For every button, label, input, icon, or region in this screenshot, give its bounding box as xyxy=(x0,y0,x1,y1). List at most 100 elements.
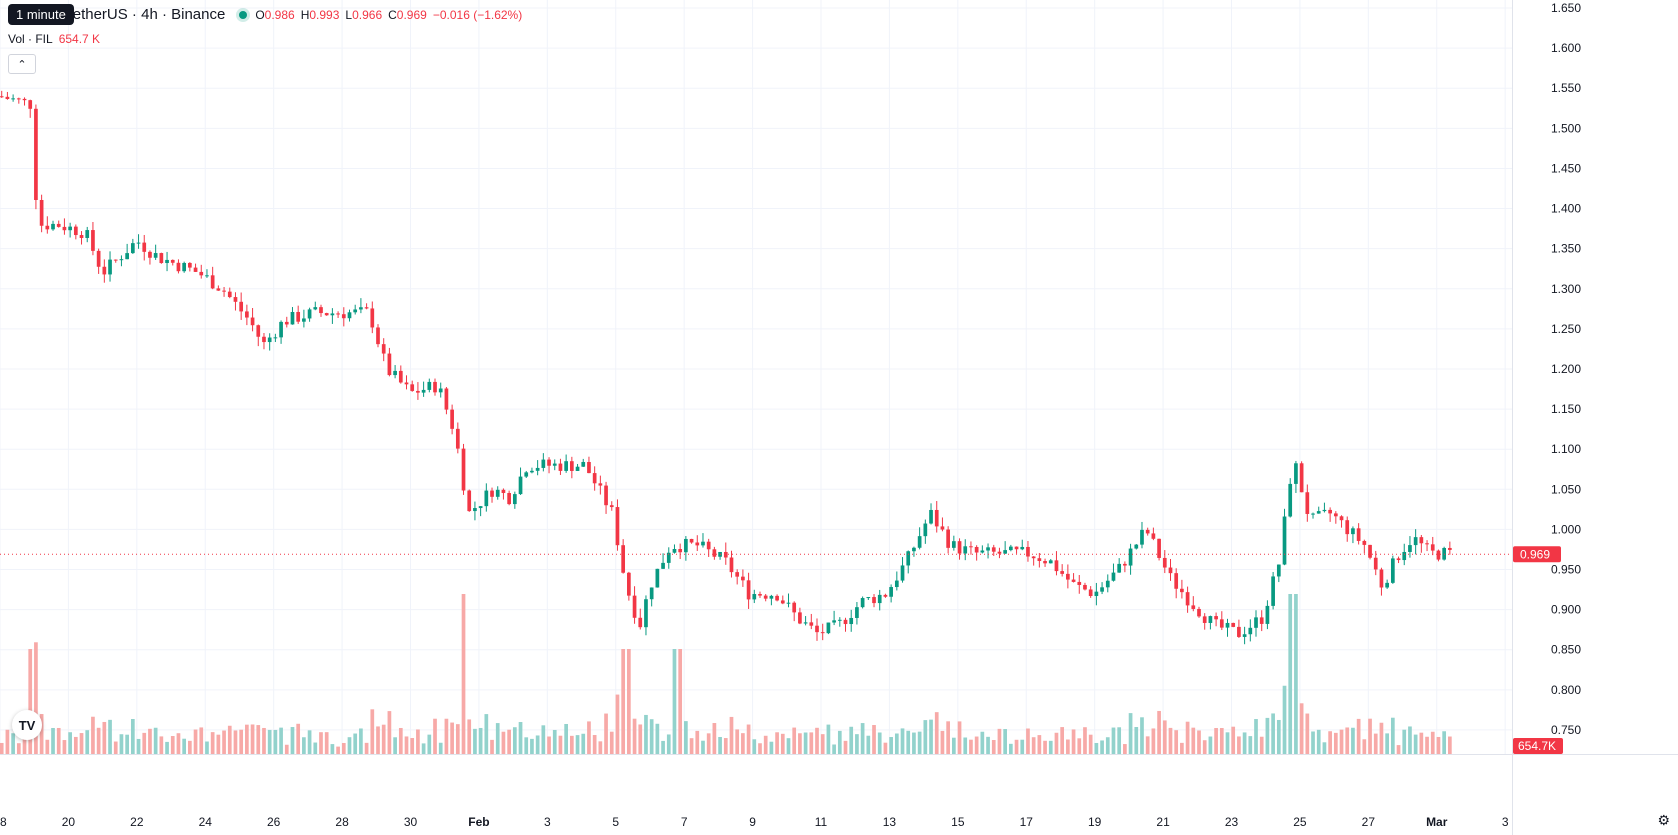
candle-body[interactable] xyxy=(980,550,985,553)
candle-body[interactable] xyxy=(438,388,443,393)
candle-body[interactable] xyxy=(621,545,626,573)
candle-body[interactable] xyxy=(1009,546,1013,551)
candle-body[interactable] xyxy=(923,523,928,537)
candle-body[interactable] xyxy=(1408,545,1412,552)
market-status-icon[interactable] xyxy=(239,10,248,19)
candle-body[interactable] xyxy=(319,307,323,314)
candle-body[interactable] xyxy=(706,541,711,550)
candle-body[interactable] xyxy=(341,314,346,319)
candle-body[interactable] xyxy=(1373,557,1378,570)
candle-body[interactable] xyxy=(940,526,945,530)
candle-body[interactable] xyxy=(604,485,608,506)
candle-body[interactable] xyxy=(934,509,939,527)
candle-body[interactable] xyxy=(267,337,272,343)
candle-body[interactable] xyxy=(336,313,340,315)
candle-body[interactable] xyxy=(455,428,460,449)
candle-body[interactable] xyxy=(1060,571,1065,574)
candle-body[interactable] xyxy=(872,597,876,604)
collapse-legend-button[interactable]: ⌃ xyxy=(8,54,36,74)
candle-body[interactable] xyxy=(1368,544,1372,558)
candle-body[interactable] xyxy=(974,546,979,553)
candle-body[interactable] xyxy=(130,243,135,254)
candle-body[interactable] xyxy=(1202,616,1207,623)
candle-body[interactable] xyxy=(723,551,728,558)
candle-body[interactable] xyxy=(1054,560,1059,572)
candle-body[interactable] xyxy=(609,505,614,508)
candle-body[interactable] xyxy=(877,594,882,604)
candle-body[interactable] xyxy=(473,508,477,512)
candle-body[interactable] xyxy=(393,370,397,376)
candle-body[interactable] xyxy=(1294,463,1298,484)
candle-body[interactable] xyxy=(222,290,226,292)
candle-body[interactable] xyxy=(752,594,757,600)
candle-body[interactable] xyxy=(1134,544,1139,549)
candle-body[interactable] xyxy=(701,541,705,546)
candle-body[interactable] xyxy=(1208,616,1213,623)
candle-body[interactable] xyxy=(592,473,597,484)
volume-legend[interactable]: Vol · FIL 654.7 K xyxy=(8,32,100,46)
candle-body[interactable] xyxy=(1214,616,1218,620)
candle-body[interactable] xyxy=(1066,573,1070,580)
candle-body[interactable] xyxy=(507,492,511,505)
candle-body[interactable] xyxy=(188,262,192,268)
candle-body[interactable] xyxy=(113,259,118,261)
candle-body[interactable] xyxy=(666,552,671,563)
candle-body[interactable] xyxy=(85,230,90,238)
candle-body[interactable] xyxy=(849,617,854,625)
candle-body[interactable] xyxy=(1180,588,1184,593)
candle-body[interactable] xyxy=(410,384,415,391)
candle-body[interactable] xyxy=(1020,546,1025,550)
candle-body[interactable] xyxy=(1219,619,1224,628)
candle-body[interactable] xyxy=(1145,529,1150,534)
candle-body[interactable] xyxy=(1128,548,1133,566)
candle-body[interactable] xyxy=(1077,581,1082,585)
candle-body[interactable] xyxy=(176,262,181,272)
candle-body[interactable] xyxy=(148,251,152,258)
candle-body[interactable] xyxy=(1094,591,1099,597)
candle-body[interactable] xyxy=(991,547,996,552)
candle-body[interactable] xyxy=(108,259,112,275)
candle-body[interactable] xyxy=(404,382,409,385)
candle-body[interactable] xyxy=(22,98,27,101)
candle-body[interactable] xyxy=(1333,513,1338,517)
candle-body[interactable] xyxy=(1299,463,1304,493)
candle-body[interactable] xyxy=(1185,592,1190,606)
candle-body[interactable] xyxy=(387,353,392,376)
candle-body[interactable] xyxy=(581,461,586,467)
candle-body[interactable] xyxy=(530,470,534,473)
candle-body[interactable] xyxy=(444,388,449,410)
candle-body[interactable] xyxy=(142,242,147,252)
candle-body[interactable] xyxy=(284,321,289,325)
candle-body[interactable] xyxy=(5,96,10,100)
candle-body[interactable] xyxy=(1316,511,1321,514)
candle-body[interactable] xyxy=(1282,516,1287,565)
candle-body[interactable] xyxy=(1265,605,1270,624)
candle-body[interactable] xyxy=(96,250,101,267)
candle-body[interactable] xyxy=(1174,573,1179,589)
candle-body[interactable] xyxy=(627,572,631,596)
candle-body[interactable] xyxy=(1088,589,1093,597)
candle-body[interactable] xyxy=(843,619,848,625)
candle-body[interactable] xyxy=(997,551,1002,554)
candle-body[interactable] xyxy=(1048,560,1053,564)
candle-body[interactable] xyxy=(649,587,654,600)
candle-body[interactable] xyxy=(552,463,557,466)
candle-body[interactable] xyxy=(262,336,266,343)
candle-body[interactable] xyxy=(1140,529,1144,545)
candle-body[interactable] xyxy=(735,572,740,577)
candle-body[interactable] xyxy=(39,199,44,226)
candle-body[interactable] xyxy=(655,568,660,588)
candle-body[interactable] xyxy=(307,309,312,319)
candle-body[interactable] xyxy=(68,226,72,231)
candle-body[interactable] xyxy=(695,542,700,546)
candle-body[interactable] xyxy=(324,313,329,316)
candle-body[interactable] xyxy=(678,549,683,553)
candle-body[interactable] xyxy=(427,381,432,390)
candle-body[interactable] xyxy=(826,622,831,634)
candle-body[interactable] xyxy=(951,541,956,548)
candle-body[interactable] xyxy=(1037,558,1042,562)
candle-body[interactable] xyxy=(296,311,301,322)
candle-body[interactable] xyxy=(461,448,466,491)
candle-body[interactable] xyxy=(798,612,802,624)
